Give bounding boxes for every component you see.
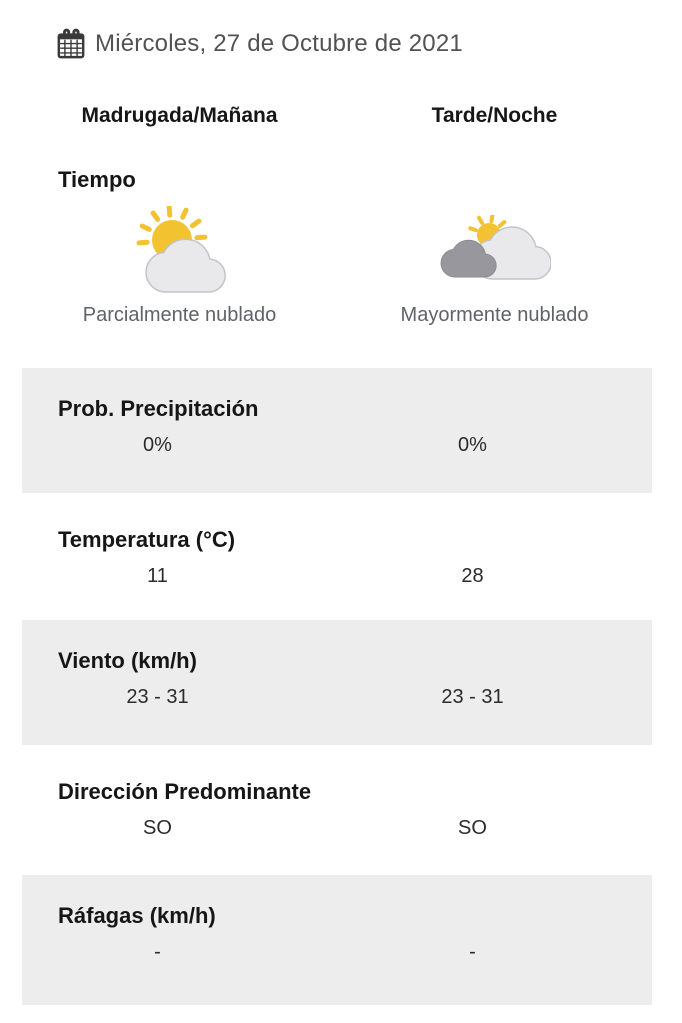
weather-conditions-row: Parcialmente nublado Mayormente nublado: [22, 302, 652, 328]
mostly-cloudy-icon: [337, 206, 652, 294]
row-label: Ráfagas (km/h): [58, 903, 216, 928]
row-values: SO SO: [0, 815, 630, 841]
value-morning: 11: [147, 565, 168, 587]
row-values: 0% 0%: [0, 432, 630, 458]
row-label: Prob. Precipitación: [58, 396, 259, 421]
row-wind: Viento (km/h) 23 - 31 23 - 31: [22, 620, 652, 745]
row-values: 11 28: [0, 563, 630, 589]
row-values: 23 - 31 23 - 31: [0, 684, 630, 710]
row-label: Dirección Predominante: [58, 779, 312, 804]
row-precipitation: Prob. Precipitación 0% 0%: [22, 368, 652, 493]
date-text: Miércoles, 27 de Octubre de 2021: [95, 29, 463, 57]
value-evening: 23 - 31: [441, 686, 504, 708]
row-values: - -: [0, 939, 630, 965]
weather-section-label: Tiempo: [58, 167, 136, 192]
value-evening: 0%: [458, 434, 487, 456]
row-label: Temperatura (°C): [58, 527, 236, 552]
value-evening: -: [469, 941, 476, 963]
column-header-morning: Madrugada/Mañana: [81, 104, 278, 127]
value-evening: 28: [461, 565, 484, 587]
value-morning: -: [154, 941, 161, 963]
calendar-icon: [56, 28, 86, 60]
forecast-table: Prob. Precipitación 0% 0% Temperatura (°…: [0, 368, 682, 1005]
row-gusts: Ráfagas (km/h) - -: [22, 875, 652, 1005]
partly-cloudy-icon: [22, 206, 337, 294]
date-header: Miércoles, 27 de Octubre de 2021: [56, 0, 682, 60]
condition-morning: Parcialmente nublado: [82, 304, 277, 326]
row-label: Viento (km/h): [58, 648, 197, 673]
row-temperature: Temperatura (°C) 11 28: [22, 493, 652, 620]
weather-icons-row: [22, 206, 652, 294]
row-wind-direction: Dirección Predominante SO SO: [22, 745, 652, 875]
value-evening: SO: [458, 817, 487, 839]
column-header-evening: Tarde/Noche: [431, 104, 558, 127]
value-morning: 23 - 31: [126, 686, 189, 708]
value-morning: SO: [143, 817, 172, 839]
column-headers: Madrugada/Mañana Tarde/Noche: [22, 103, 652, 129]
value-morning: 0%: [143, 434, 172, 456]
condition-evening: Mayormente nublado: [400, 304, 589, 326]
